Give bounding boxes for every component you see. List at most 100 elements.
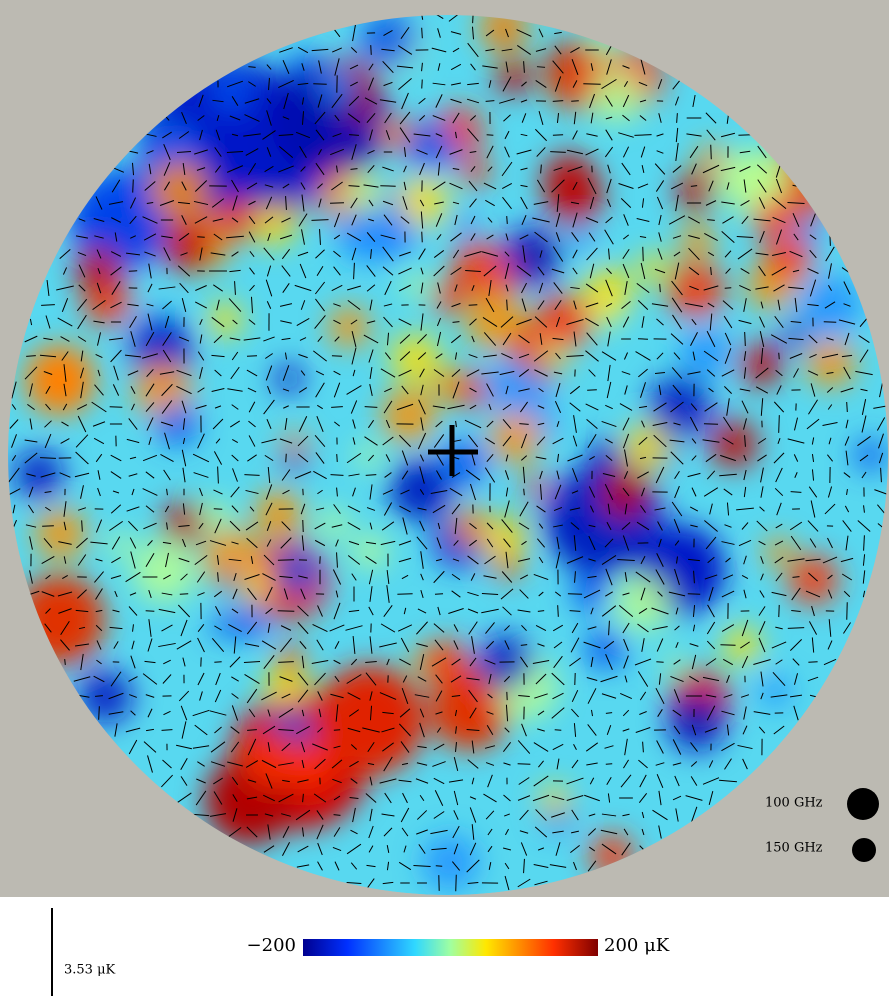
field-blob [675, 170, 717, 212]
field-blob [230, 602, 268, 640]
polarization-vector [656, 662, 663, 663]
field-blob [254, 489, 303, 538]
polarization-vector [99, 706, 100, 720]
field-blob [276, 645, 305, 674]
polarization-vector [469, 305, 478, 306]
field-blob [459, 156, 490, 187]
field-blob [523, 474, 547, 498]
polarization-vector [550, 152, 566, 153]
field-blob [567, 225, 594, 252]
field-blob [667, 261, 725, 319]
colorbar-min: −200 [247, 935, 296, 956]
field-blob [161, 219, 214, 272]
field-blob [563, 513, 587, 537]
field-blob [283, 449, 306, 472]
polarization-vector [524, 489, 525, 496]
field-blob [14, 450, 64, 500]
field-blob [799, 275, 861, 337]
polarization-vector [313, 84, 326, 85]
field-blob [440, 439, 487, 486]
polarization-vector [643, 247, 644, 261]
field-blob [590, 69, 643, 122]
polarization-vector [435, 594, 443, 595]
field-blob [540, 785, 571, 816]
field-blob [537, 414, 560, 437]
field-blob [422, 835, 478, 891]
polarization-vector [456, 875, 457, 891]
polarization-vector [704, 424, 718, 425]
beam-150 [852, 838, 876, 862]
beam-label: 100 GHz [765, 796, 823, 811]
scale-bar-label: 3.53 μK [64, 963, 116, 978]
polarization-vector [711, 145, 712, 159]
field-blob [782, 322, 810, 350]
polarization-vector [422, 79, 423, 88]
field-blob [210, 615, 233, 638]
field-blob [356, 443, 381, 468]
field-blob [585, 629, 626, 670]
field-blob [667, 693, 726, 752]
field-blob [759, 675, 791, 707]
field-blob [638, 497, 667, 526]
field-blob [328, 306, 370, 348]
polarization-vector [660, 284, 661, 292]
polarization-vector [82, 520, 83, 531]
field-blob [682, 573, 709, 600]
polarization-vector [110, 407, 123, 408]
field-blob [403, 272, 429, 298]
polarization-vector [518, 764, 531, 765]
field-blob [485, 518, 526, 559]
polarization-vector [371, 45, 372, 55]
field-blob [494, 57, 533, 96]
polarization-vector [779, 415, 780, 433]
field-blob [423, 639, 470, 686]
polarization-vector [129, 271, 137, 272]
field-blob [320, 68, 353, 101]
polarization-vector [507, 216, 508, 224]
colorbar-max: 200 μK [604, 935, 670, 956]
polarization-vector [788, 628, 804, 629]
polarization-vector [570, 611, 581, 612]
field-blob [381, 387, 437, 443]
polarization-vector [507, 300, 508, 311]
field-blob [243, 729, 301, 787]
polarization-vector [791, 492, 802, 493]
polarization-vector [311, 220, 328, 221]
polarization-vector [349, 135, 359, 136]
field-blob [764, 537, 794, 567]
polarization-vector [350, 169, 357, 170]
beam-100 [847, 788, 879, 820]
polarization-vector [847, 402, 848, 412]
field-blob [390, 333, 440, 383]
polarization-vector [422, 28, 423, 39]
beam-label: 150 GHz [765, 841, 823, 856]
field-blob [484, 360, 538, 414]
polarization-vector [537, 67, 545, 68]
polarization-vector [538, 611, 544, 612]
field-blob [274, 549, 320, 595]
polarization-vector [436, 866, 442, 867]
field-blob [432, 367, 465, 400]
polarization-vector [808, 662, 817, 663]
polarization-vector [334, 730, 340, 731]
polarization-vector [65, 659, 66, 665]
field-blob [764, 232, 812, 280]
field-blob [648, 375, 712, 439]
polarization-vector [330, 203, 344, 204]
polarization-vector [487, 135, 494, 136]
field-blob [536, 292, 593, 349]
polarization-vector [486, 101, 495, 102]
polarization-vector [558, 605, 559, 617]
polarization-vector [422, 232, 423, 243]
polarization-vector [638, 339, 648, 340]
field-blob [550, 47, 575, 72]
field-blob [274, 364, 303, 393]
field-blob [398, 176, 450, 228]
field-blob [489, 410, 543, 464]
polarization-vector [42, 526, 54, 527]
field-blob [406, 123, 456, 173]
polarization-vector [278, 560, 294, 561]
field-blob [806, 338, 855, 387]
polarization-vector [745, 332, 746, 346]
field-blob [34, 508, 86, 560]
